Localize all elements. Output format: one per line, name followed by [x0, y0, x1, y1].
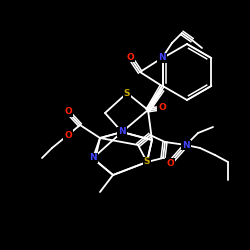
- Text: O: O: [64, 130, 72, 140]
- Text: N: N: [89, 154, 97, 162]
- Text: O: O: [158, 104, 166, 112]
- Text: O: O: [126, 52, 134, 62]
- Text: S: S: [144, 158, 150, 166]
- Text: S: S: [124, 88, 130, 98]
- Text: N: N: [182, 140, 190, 149]
- Text: N: N: [158, 54, 166, 62]
- Text: O: O: [64, 108, 72, 116]
- Text: N: N: [118, 128, 126, 136]
- Text: O: O: [166, 158, 174, 168]
- Text: S: S: [144, 158, 150, 166]
